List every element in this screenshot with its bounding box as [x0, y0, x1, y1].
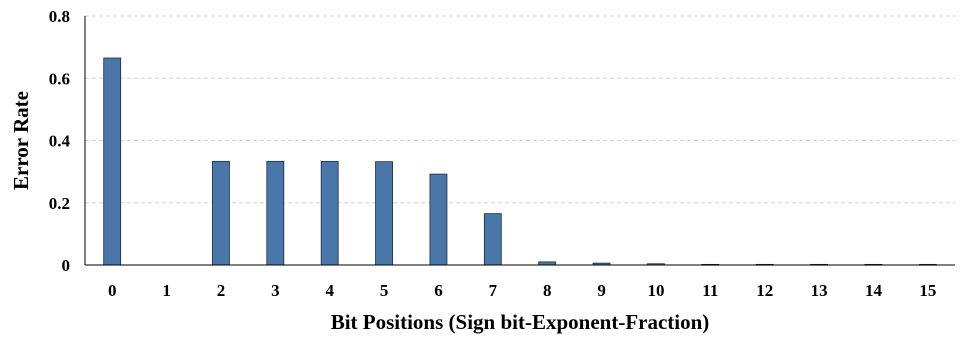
x-tick-label: 1 — [162, 281, 171, 300]
bar — [429, 173, 448, 266]
x-tick-label: 5 — [380, 281, 389, 300]
bar — [266, 160, 285, 266]
x-tick-label: 14 — [865, 281, 883, 300]
x-tick-labels: 0 1 2 3 4 5 6 7 8 9 10 11 12 13 14 15 — [108, 281, 936, 300]
y-tick-labels: 0 0.2 0.4 0.6 0.8 — [49, 7, 71, 275]
x-tick-label: 10 — [647, 281, 664, 300]
y-tick-label: 0.6 — [49, 69, 70, 88]
gridlines — [85, 15, 955, 204]
x-tick-label: 12 — [756, 281, 773, 300]
bar — [320, 160, 339, 266]
bar — [212, 160, 230, 266]
bar — [103, 57, 122, 266]
bar — [375, 161, 393, 266]
x-tick-label: 9 — [597, 281, 606, 300]
x-tick-label: 11 — [702, 281, 718, 300]
bar — [483, 213, 502, 266]
x-tick-label: 0 — [108, 281, 117, 300]
x-tick-label: 15 — [919, 281, 936, 300]
x-tick-label: 6 — [434, 281, 443, 300]
y-axis-title: Error Rate — [9, 91, 33, 190]
y-tick-label: 0.2 — [49, 194, 70, 213]
y-tick-label: 0.4 — [49, 132, 71, 151]
x-tick-label: 8 — [543, 281, 552, 300]
x-tick-label: 7 — [489, 281, 498, 300]
x-axis-title: Bit Positions (Sign bit-Exponent-Fractio… — [331, 310, 710, 334]
x-tick-label: 3 — [271, 281, 280, 300]
x-tick-label: 13 — [811, 281, 828, 300]
x-tick-label: 2 — [217, 281, 226, 300]
bars — [103, 57, 937, 266]
x-tick-label: 4 — [325, 281, 334, 300]
y-tick-label: 0.8 — [49, 7, 70, 26]
y-tick-label: 0 — [62, 256, 71, 275]
